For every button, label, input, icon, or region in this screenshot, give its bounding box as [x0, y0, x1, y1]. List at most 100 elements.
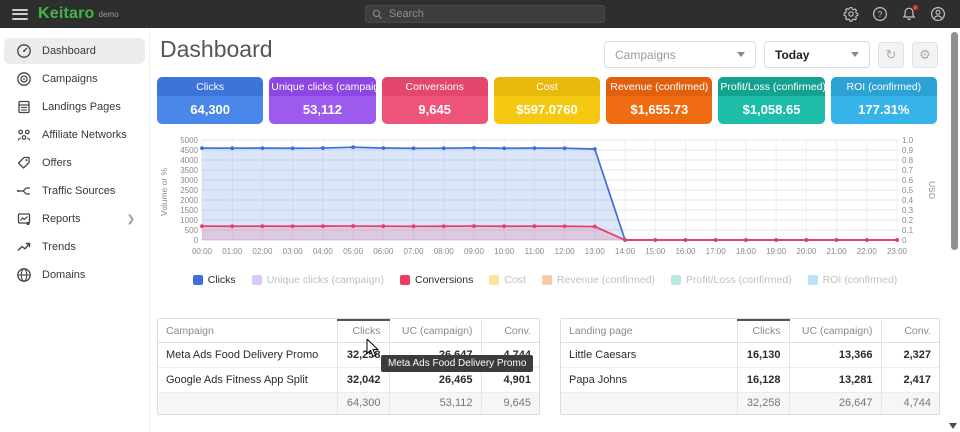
- chart-canvas[interactable]: 0500100015002000250030003500400045005000…: [157, 132, 943, 270]
- scrollbar-thumb[interactable]: [951, 32, 958, 250]
- search-bar[interactable]: [365, 5, 605, 23]
- campaigns-filter-select[interactable]: Campaigns: [604, 41, 756, 68]
- stat-card-clicks[interactable]: Clicks 64,300: [157, 77, 264, 124]
- brand-badge: demo: [98, 9, 119, 19]
- sidebar-item-offers[interactable]: Offers: [4, 150, 145, 176]
- tag-icon: [17, 156, 30, 169]
- search-icon: [372, 9, 383, 19]
- stat-card-label: Profit/Loss (confirmed): [718, 77, 825, 96]
- sidebar-item-domains[interactable]: Domains: [4, 262, 145, 288]
- totals-cell: 4,744: [880, 392, 939, 414]
- totals-cell: [561, 392, 737, 414]
- column-header-uc-campaign-[interactable]: UC (campaign): [388, 320, 481, 343]
- stat-card-label: Unique clicks (campaign): [269, 77, 376, 96]
- search-input[interactable]: [389, 8, 598, 20]
- table-row[interactable]: Papa Johns 16,128 13,281 2,417: [561, 367, 939, 392]
- stat-card-label: Clicks: [157, 77, 264, 96]
- row-name-cell: Papa Johns: [569, 373, 628, 386]
- pages-icon: [18, 100, 30, 114]
- stat-card-cost[interactable]: Cost $597.0760: [493, 77, 601, 124]
- scrollbar-down-arrow[interactable]: [949, 423, 957, 429]
- legend-item-roi-confirmed-[interactable]: ROI (confirmed): [807, 274, 897, 286]
- topbar: Keitaro demo ?: [0, 0, 960, 28]
- row-value-cell: 16,128: [736, 367, 789, 392]
- sidebar-item-campaigns[interactable]: Campaigns: [4, 66, 145, 92]
- stat-card-roi-confirmed-[interactable]: ROI (confirmed) 177.31%: [830, 77, 937, 124]
- sidebar-item-label: Traffic Sources: [42, 185, 116, 197]
- table-row[interactable]: Little Caesars 16,130 13,366 2,327: [561, 342, 939, 367]
- stat-card-profit-loss-confirmed-[interactable]: Profit/Loss (confirmed) $1,058.65: [718, 77, 825, 124]
- legend-label: Profit/Loss (confirmed): [686, 274, 792, 286]
- svg-text:4000: 4000: [180, 156, 198, 165]
- svg-text:07:00: 07:00: [404, 247, 425, 256]
- svg-text:22:00: 22:00: [857, 247, 878, 256]
- dashboard-controls: Campaigns Today ↻ ⚙: [604, 41, 938, 68]
- dashboard-settings-button[interactable]: ⚙: [912, 41, 938, 68]
- svg-text:10:00: 10:00: [494, 247, 515, 256]
- account-icon[interactable]: [930, 6, 946, 22]
- gear-icon: ⚙: [919, 46, 931, 62]
- legend-label: Unique clicks (campaign): [266, 274, 384, 286]
- stat-card-value: $1,058.65: [718, 96, 825, 124]
- sidebar-item-label: Affiliate Networks: [42, 129, 127, 141]
- svg-text:20:00: 20:00: [796, 247, 817, 256]
- period-filter-value: Today: [775, 47, 810, 62]
- row-value-cell: 32,042: [336, 367, 389, 392]
- page-title: Dashboard: [160, 36, 273, 62]
- column-header-campaign[interactable]: Campaign: [158, 320, 337, 343]
- stat-card-value: 9,645: [381, 96, 488, 124]
- svg-text:12:00: 12:00: [555, 247, 576, 256]
- svg-text:500: 500: [185, 226, 199, 235]
- brand-logo: Keitaro: [38, 5, 95, 22]
- sidebar-item-landings-pages[interactable]: Landings Pages: [4, 94, 145, 120]
- notification-badge: [913, 5, 918, 10]
- sidebar-item-dashboard[interactable]: Dashboard: [4, 38, 145, 64]
- sidebar-item-traffic-sources[interactable]: Traffic Sources: [4, 178, 145, 204]
- svg-text:?: ?: [878, 9, 883, 19]
- column-header-clicks[interactable]: Clicks: [736, 319, 789, 343]
- sidebar-item-reports[interactable]: Reports ❯: [4, 206, 145, 232]
- stat-card-label: Cost: [493, 77, 601, 96]
- sidebar-item-trends[interactable]: Trends: [4, 234, 145, 260]
- campaigns-filter-value: Campaigns: [615, 47, 676, 62]
- legend-item-conversions[interactable]: Conversions: [399, 274, 473, 286]
- totals-row: 32,258 26,647 4,744: [561, 392, 939, 414]
- column-header-clicks[interactable]: Clicks: [336, 319, 389, 343]
- legend-item-revenue-confirmed-[interactable]: Revenue (confirmed): [541, 274, 655, 286]
- sidebar-item-label: Campaigns: [42, 73, 98, 85]
- svg-text:2000: 2000: [180, 196, 198, 205]
- svg-text:13:00: 13:00: [585, 247, 606, 256]
- row-tooltip: Meta Ads Food Delivery Promo: [381, 355, 534, 372]
- period-filter-select[interactable]: Today: [764, 41, 870, 68]
- stat-card-conversions[interactable]: Conversions 9,645: [381, 77, 488, 124]
- svg-text:04:00: 04:00: [313, 247, 334, 256]
- column-header-landing-page[interactable]: Landing page: [561, 320, 737, 343]
- svg-text:0.6: 0.6: [902, 176, 914, 185]
- stat-card-unique-clicks-campaign-[interactable]: Unique clicks (campaign)53,112: [269, 77, 376, 124]
- notifications-icon[interactable]: [901, 5, 918, 22]
- row-value-cell: 13,366: [788, 342, 881, 367]
- legend-item-profit-loss-confirmed-[interactable]: Profit/Loss (confirmed): [671, 274, 792, 286]
- dashboard-chart[interactable]: 0 500 1000 1500 2000 2500 3000 3500 4000 4500 5000…: [157, 132, 943, 270]
- refresh-button[interactable]: ↻: [878, 41, 904, 68]
- legend-item-cost[interactable]: Cost: [489, 274, 526, 286]
- column-header-conv-[interactable]: Conv.: [480, 320, 539, 343]
- sidebar-item-affiliate-networks[interactable]: Affiliate Networks: [4, 122, 145, 148]
- settings-icon[interactable]: [843, 6, 859, 22]
- sidebar-item-label: Landings Pages: [42, 101, 121, 113]
- svg-text:0.2: 0.2: [902, 216, 914, 225]
- column-header-conv-[interactable]: Conv.: [880, 320, 939, 343]
- stat-card-value: 64,300: [157, 96, 264, 124]
- svg-text:0.7: 0.7: [902, 166, 914, 175]
- column-header-uc-campaign-[interactable]: UC (campaign): [788, 320, 881, 343]
- stat-card-label: ROI (confirmed): [830, 77, 937, 96]
- stat-card-revenue-confirmed-[interactable]: Revenue (confirmed) $1,655.73: [606, 77, 713, 124]
- svg-text:05:00: 05:00: [343, 247, 364, 256]
- svg-text:0.1: 0.1: [902, 226, 914, 235]
- menu-icon[interactable]: [12, 8, 28, 20]
- legend-item-unique-clicks-campaign-[interactable]: Unique clicks (campaign): [251, 274, 384, 286]
- legend-item-clicks[interactable]: Clicks: [192, 274, 236, 286]
- stat-card-value: $597.0760: [493, 96, 601, 124]
- help-icon[interactable]: ?: [872, 6, 888, 22]
